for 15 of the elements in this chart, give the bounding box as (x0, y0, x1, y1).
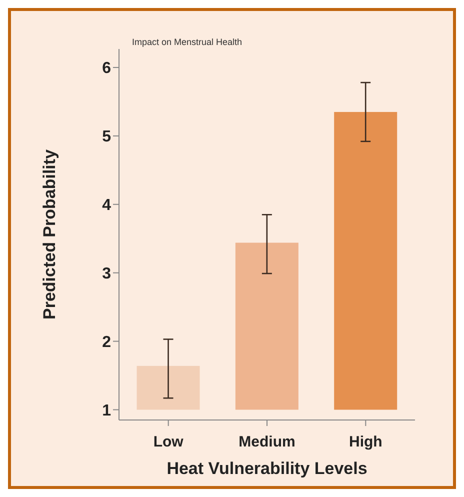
bar (235, 242, 298, 410)
chart-title: Impact on Menstrual Health (132, 37, 242, 47)
y-axis-title: Predicted Probability (40, 148, 60, 320)
y-tick-label: 5 (102, 128, 112, 146)
x-tick-label: Medium (238, 434, 296, 451)
y-tick-label: 4 (102, 197, 112, 214)
y-tick-label: 1 (102, 402, 112, 420)
y-tick-label: 2 (102, 334, 112, 351)
bar (334, 112, 398, 410)
x-tick-label: Low (153, 434, 184, 451)
x-axis-title: Heat Vulnerability Levels (166, 459, 368, 478)
x-tick-label: High (349, 434, 382, 451)
y-tick-label: 3 (102, 266, 112, 283)
y-tick-label: 6 (102, 60, 112, 78)
bar (136, 366, 200, 410)
